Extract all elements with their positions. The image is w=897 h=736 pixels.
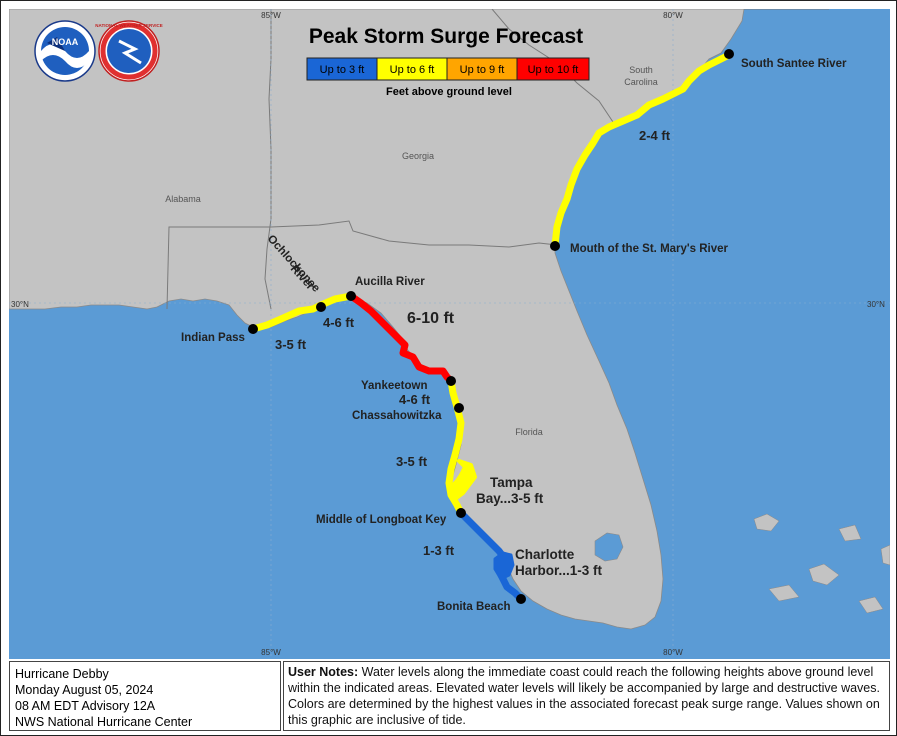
lake-okeechobee xyxy=(594,532,624,562)
legend-label-10ft: Up to 10 ft xyxy=(528,64,579,76)
segment-tampa-bay xyxy=(447,459,477,501)
graticule-lines xyxy=(9,9,890,659)
legend-caption: Feet above ground level xyxy=(386,86,512,98)
legend-label-3ft: Up to 3 ft xyxy=(320,64,365,76)
label-aucilla: Aucilla River xyxy=(355,276,425,288)
marker-indian-pass xyxy=(248,324,258,334)
surge-label-yankeetown-chass: 4-6 ft xyxy=(399,392,431,407)
label-indian-pass: Indian Pass xyxy=(181,332,245,344)
surge-label-big-bend: 6-10 ft xyxy=(407,310,455,327)
marker-chassahowitzka xyxy=(454,403,464,413)
ga-fl-border xyxy=(270,220,558,248)
issuing-agency: NWS National Hurricane Center xyxy=(15,715,193,729)
user-notes-text: Water levels along the immediate coast c… xyxy=(288,665,880,727)
region-south-carolina-2: Carolina xyxy=(624,77,658,87)
surge-label-charlotte-2: Harbor...1-3 ft xyxy=(515,563,603,578)
label-yankeetown: Yankeetown xyxy=(361,380,427,392)
label-south-santee: South Santee River xyxy=(741,58,847,70)
surge-label-longboat-bonita: 1-3 ft xyxy=(423,543,455,558)
surge-label-ochlockonee-aucilla: 4-6 ft xyxy=(323,315,355,330)
forecast-map: 85°W 80°W 85°W 80°W 30°N 30°N Alabama Ge… xyxy=(9,9,890,659)
label-longboat: Middle of Longboat Key xyxy=(316,514,447,526)
surge-label-sc-ga: 2-4 ft xyxy=(639,128,671,143)
segment-charlotte-harbor xyxy=(493,551,515,581)
region-alabama: Alabama xyxy=(165,194,201,204)
region-south-carolina-1: South xyxy=(629,65,653,75)
surge-label-tampa-2: Bay...3-5 ft xyxy=(476,491,544,506)
lat-label-30-right: 30°N xyxy=(867,300,885,309)
legend-label-9ft: Up to 9 ft xyxy=(460,64,505,76)
marker-bonita xyxy=(516,594,526,604)
footer: Hurricane Debby Monday August 05, 2024 0… xyxy=(9,661,890,733)
legend-swatch-10ft xyxy=(516,57,590,81)
user-notes-box: User Notes: Water levels along the immed… xyxy=(283,661,890,731)
map-title: Peak Storm Surge Forecast xyxy=(309,25,583,48)
advisory-number: 08 AM EDT Advisory 12A xyxy=(15,699,156,713)
label-bonita: Bonita Beach xyxy=(437,601,511,613)
surge-label-charlotte-1: Charlotte xyxy=(515,547,575,562)
user-notes-label: User Notes: xyxy=(288,665,362,679)
segment-aucilla-yankeetown xyxy=(347,292,455,385)
nws-logo-text: NATIONAL WEATHER SERVICE xyxy=(95,23,162,28)
lon-label-85-bottom: 85°W xyxy=(261,648,281,657)
storm-name: Hurricane Debby xyxy=(15,667,109,681)
map-canvas: 85°W 80°W 85°W 80°W 30°N 30°N Alabama Ge… xyxy=(9,9,890,659)
bahamas xyxy=(753,513,890,614)
segment-stmarys-santee xyxy=(551,51,733,249)
lon-label-80-top: 80°W xyxy=(663,11,683,20)
surge-label-indian-ochlockonee: 3-5 ft xyxy=(275,337,307,352)
region-georgia: Georgia xyxy=(402,151,434,161)
segment-indian-pass-aucilla xyxy=(249,292,355,333)
surge-label-tampa-1: Tampa xyxy=(490,475,533,490)
marker-yankeetown xyxy=(446,376,456,386)
label-st-marys: Mouth of the St. Mary's River xyxy=(570,243,729,255)
storm-info-box: Hurricane Debby Monday August 05, 2024 0… xyxy=(9,661,281,731)
label-chassahowitzka: Chassahowitzka xyxy=(352,410,442,422)
marker-longboat xyxy=(456,508,466,518)
legend: Up to 3 ft Up to 6 ft Up to 9 ft Up to 1… xyxy=(306,57,590,98)
lat-label-30-left: 30°N xyxy=(11,300,29,309)
surge-label-chass-longboat: 3-5 ft xyxy=(396,454,428,469)
nws-logo: NATIONAL WEATHER SERVICE xyxy=(95,20,163,82)
al-fl-border xyxy=(166,226,271,310)
noaa-logo: NOAA xyxy=(34,20,96,82)
lon-label-85-top: 85°W xyxy=(261,11,281,20)
noaa-logo-text: NOAA xyxy=(52,37,79,47)
region-florida: Florida xyxy=(515,427,543,437)
marker-ochlockonee xyxy=(316,302,326,312)
legend-label-6ft: Up to 6 ft xyxy=(390,64,435,76)
lon-label-80-bottom: 80°W xyxy=(663,648,683,657)
marker-south-santee xyxy=(724,49,734,59)
forecast-date: Monday August 05, 2024 xyxy=(15,683,154,697)
marker-aucilla xyxy=(346,291,356,301)
marker-st-marys xyxy=(550,241,560,251)
surge-segments xyxy=(249,51,733,603)
point-markers xyxy=(248,49,734,604)
